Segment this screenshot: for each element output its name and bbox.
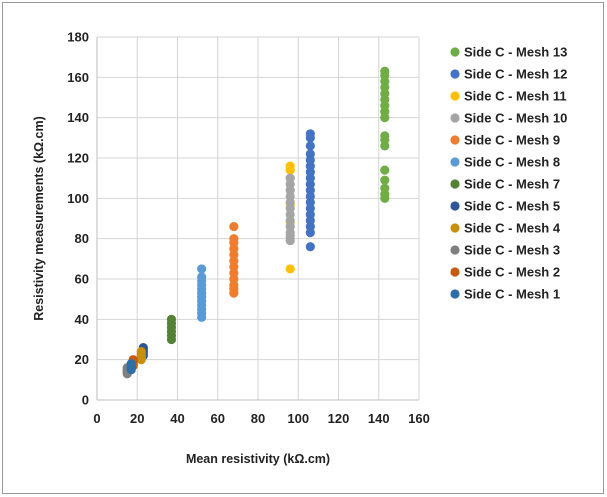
- series-points: [136, 347, 146, 365]
- legend-label: Side C - Mesh 2: [464, 265, 560, 280]
- x-tick-labels: 0 20 40 60 80 100 120 140 160: [93, 411, 429, 426]
- legend-label: Side C - Mesh 5: [464, 199, 560, 214]
- scatter-chart: 0 20 40 60 80 100 120 140 160 180 0 20 40 60 80 100 120…: [32, 30, 567, 467]
- legend-label: Side C - Mesh 10: [464, 111, 567, 126]
- data-point: [126, 359, 136, 369]
- legend-marker: [450, 201, 460, 211]
- data-point: [166, 314, 177, 324]
- y-tick-label: 80: [75, 231, 89, 246]
- data-point: [285, 173, 295, 183]
- data-point: [380, 183, 390, 193]
- x-tick-label: 100: [287, 411, 309, 426]
- x-axis-title: Mean resistivity (kΩ.cm): [186, 452, 330, 466]
- data-point: [285, 161, 295, 171]
- legend-item: Side C - Mesh 13: [450, 45, 567, 60]
- x-tick-label: 80: [251, 411, 265, 426]
- legend: Side C - Mesh 13 Side C - Mesh 12 Side C -…: [450, 45, 567, 302]
- y-tick-label: 60: [75, 272, 89, 287]
- y-tick-label: 100: [67, 191, 89, 206]
- y-axis-title: Resistivity measurements (kΩ.cm): [32, 116, 46, 321]
- legend-label: Side C - Mesh 1: [464, 287, 560, 302]
- data-points: [122, 66, 390, 379]
- legend-label: Side C - Mesh 7: [464, 177, 560, 192]
- y-tick-label: 160: [67, 70, 89, 85]
- legend-label: Side C - Mesh 8: [464, 155, 560, 170]
- legend-marker: [450, 179, 460, 189]
- y-tick-label: 20: [75, 352, 89, 367]
- series-points: [380, 66, 390, 203]
- y-tick-label: 120: [67, 151, 89, 166]
- gridlines: [96, 36, 420, 401]
- legend-item: Side C - Mesh 11: [450, 89, 567, 104]
- legend-label: Side C - Mesh 13: [464, 45, 567, 60]
- legend-label: Side C - Mesh 3: [464, 243, 560, 258]
- legend-item: Side C - Mesh 5: [450, 199, 560, 214]
- legend-item: Side C - Mesh 12: [450, 67, 567, 82]
- data-point: [380, 131, 390, 141]
- series-points: [305, 129, 315, 252]
- series-points: [285, 173, 295, 246]
- series-points: [166, 314, 177, 345]
- legend-marker: [450, 157, 460, 167]
- legend-item: Side C - Mesh 9: [450, 133, 560, 148]
- y-tick-label: 140: [67, 110, 89, 125]
- data-point: [380, 165, 390, 175]
- data-point: [197, 264, 207, 274]
- data-point: [285, 264, 295, 274]
- legend-marker: [450, 289, 460, 299]
- legend-marker: [450, 245, 460, 255]
- data-point: [305, 242, 315, 252]
- legend-marker: [450, 267, 460, 277]
- legend-item: Side C - Mesh 10: [450, 111, 567, 126]
- series-points: [229, 221, 239, 298]
- data-point: [305, 141, 315, 151]
- legend-item: Side C - Mesh 7: [450, 177, 560, 192]
- data-point: [136, 347, 146, 357]
- legend-item: Side C - Mesh 2: [450, 265, 560, 280]
- series-points: [197, 264, 207, 322]
- data-point: [305, 129, 315, 139]
- data-point: [380, 66, 390, 76]
- legend-marker: [450, 69, 460, 79]
- x-tick-label: 60: [211, 411, 225, 426]
- data-point: [229, 221, 239, 232]
- x-tick-label: 160: [408, 411, 430, 426]
- legend-marker: [450, 113, 460, 123]
- legend-marker: [450, 47, 460, 57]
- y-tick-label: 180: [67, 30, 89, 45]
- x-tick-label: 120: [328, 411, 350, 426]
- x-tick-label: 0: [93, 411, 100, 426]
- legend-label: Side C - Mesh 9: [464, 133, 560, 148]
- y-tick-label: 40: [75, 312, 89, 327]
- legend-label: Side C - Mesh 11: [464, 89, 567, 104]
- legend-marker: [450, 91, 460, 101]
- x-tick-label: 40: [170, 411, 184, 426]
- series-points: [126, 359, 136, 375]
- legend-marker: [450, 135, 460, 145]
- data-point: [229, 234, 239, 244]
- legend-item: Side C - Mesh 4: [450, 221, 561, 236]
- y-tick-label: 0: [82, 393, 89, 408]
- legend-item: Side C - Mesh 8: [450, 155, 560, 170]
- legend-label: Side C - Mesh 4: [464, 221, 561, 236]
- data-point: [305, 149, 315, 159]
- legend-item: Side C - Mesh 3: [450, 243, 560, 258]
- data-point: [197, 272, 207, 282]
- y-tick-labels: 0 20 40 60 80 100 120 140 160 180: [67, 30, 89, 408]
- legend-label: Side C - Mesh 12: [464, 67, 567, 82]
- x-tick-label: 140: [368, 411, 390, 426]
- x-tick-label: 20: [130, 411, 144, 426]
- legend-marker: [450, 223, 460, 233]
- data-point: [380, 175, 390, 185]
- legend-item: Side C - Mesh 1: [450, 287, 560, 302]
